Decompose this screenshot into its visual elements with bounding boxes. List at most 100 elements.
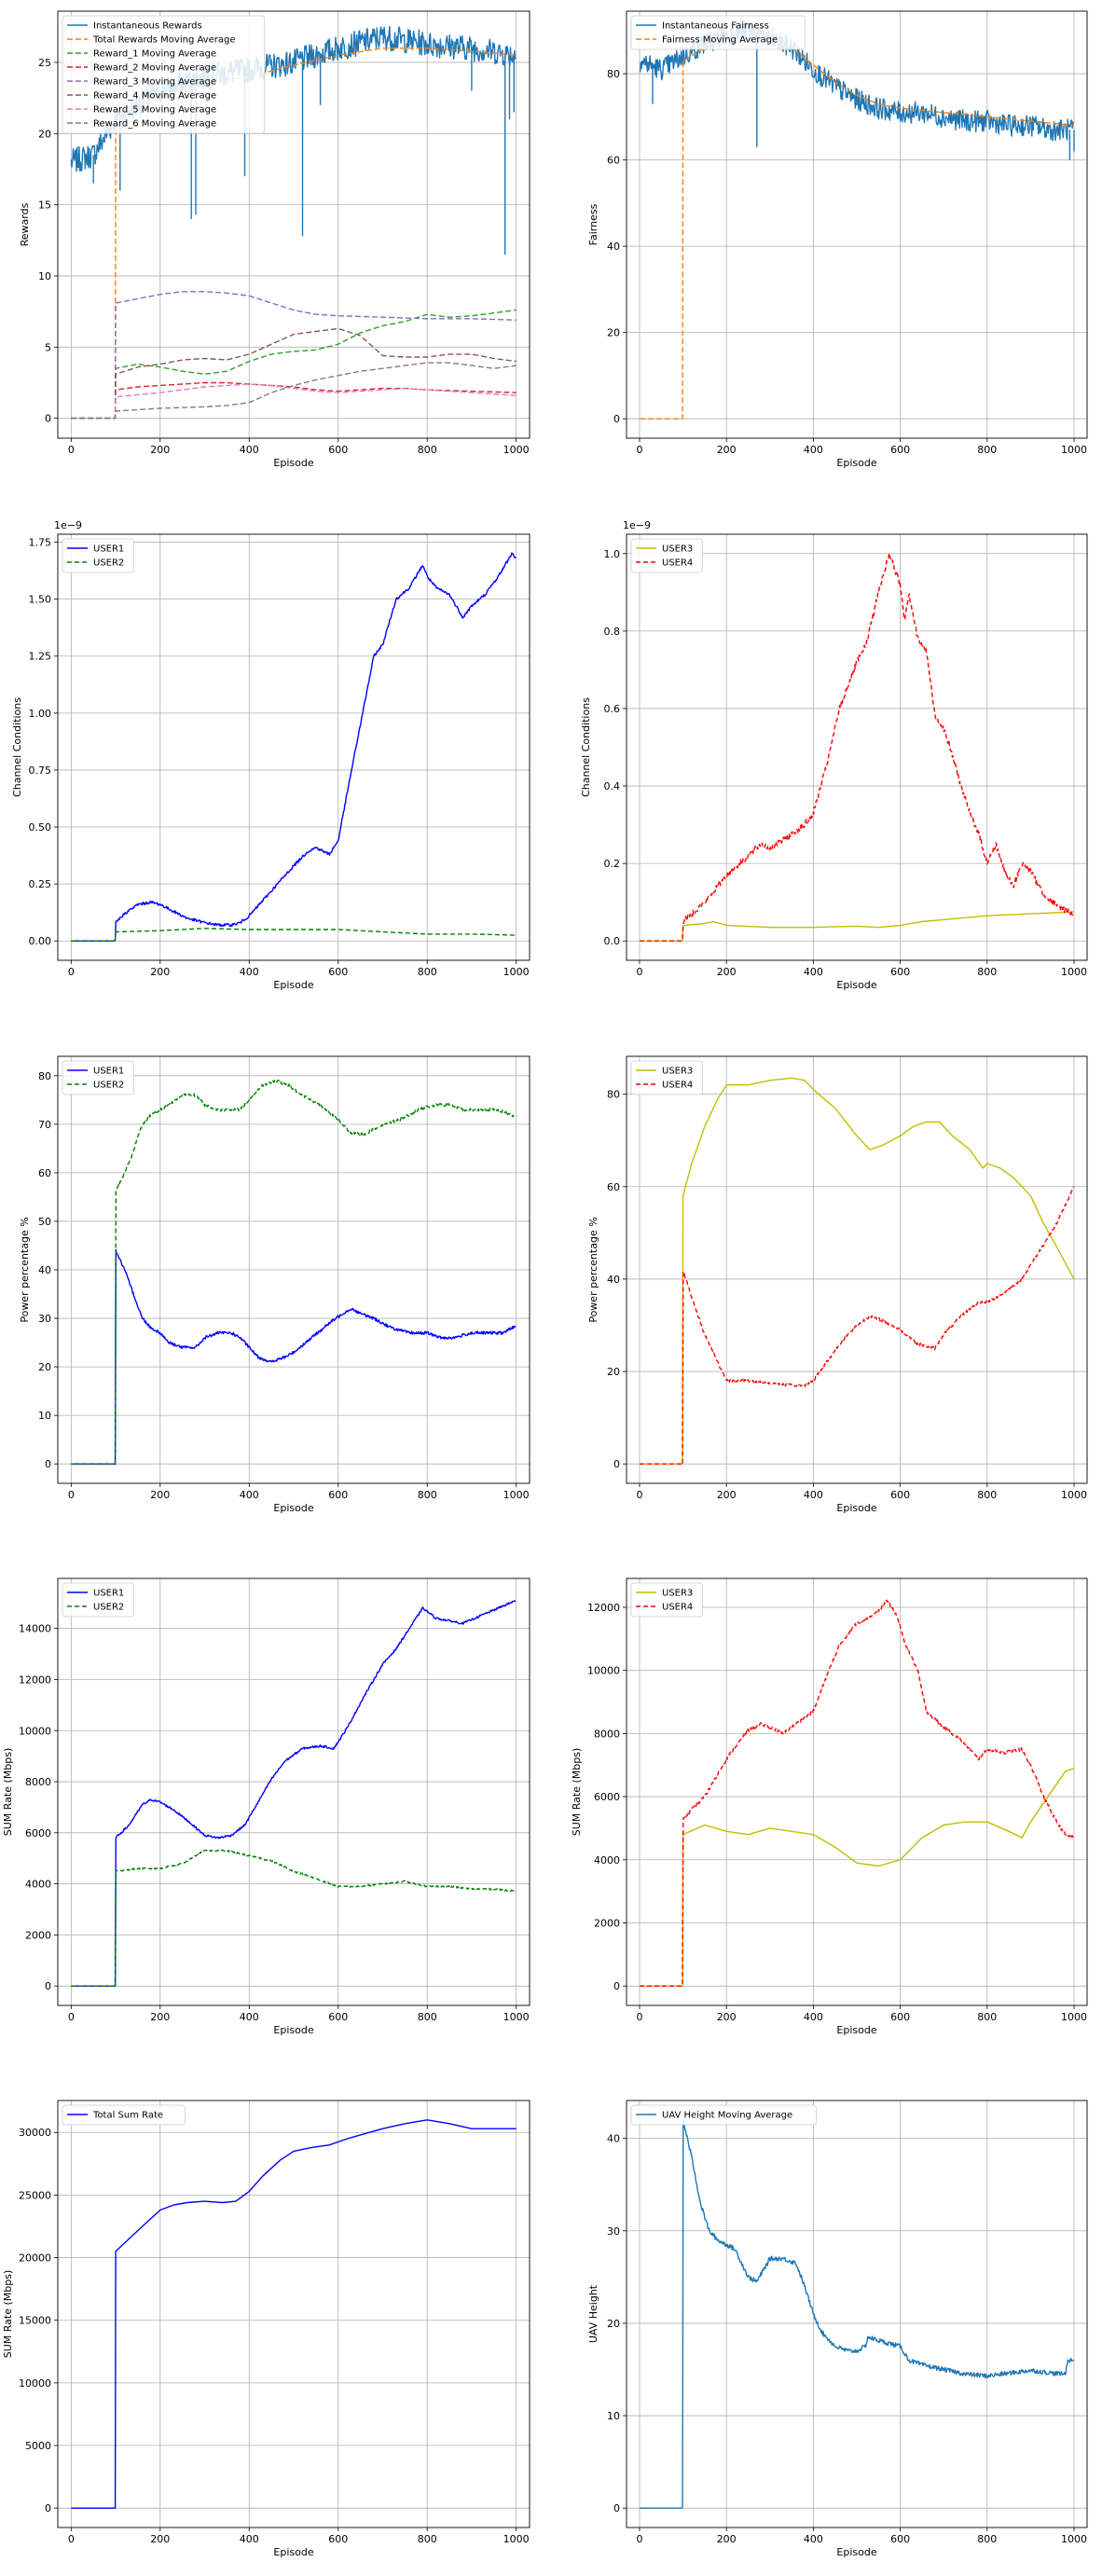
x-tick-label: 400: [804, 2011, 823, 2023]
x-tick-label: 200: [717, 1489, 737, 1501]
y-axis-label: SUM Rate (Mbps): [571, 1748, 583, 1837]
x-tick-label: 1000: [1061, 2011, 1087, 2023]
x-tick-label: 400: [240, 2011, 259, 2023]
x-tick-label: 0: [636, 444, 642, 456]
y-tick-label: 2000: [594, 1917, 620, 1929]
x-tick-label: 400: [240, 966, 259, 978]
legend-entry: USER1: [93, 1067, 124, 1077]
y-tick-label: 10: [38, 270, 51, 282]
y-tick-label: 0.8: [604, 626, 621, 638]
axes-frame: [626, 1577, 1088, 2006]
x-tick-label: 400: [804, 1489, 823, 1501]
x-tick-label: 600: [328, 966, 348, 978]
legend: USER1 USER2: [62, 538, 134, 573]
series-line-user3: [640, 1077, 1075, 1465]
series-line-user1: [71, 1248, 517, 1466]
x-tick-label: 400: [240, 1489, 259, 1501]
axes-frame: [57, 2100, 530, 2528]
y-tick-label: 12000: [19, 1674, 51, 1686]
legend-box: [630, 1582, 703, 1618]
x-tick-label: 400: [804, 444, 823, 456]
y-tick-label: 20: [38, 1361, 51, 1373]
legend-entry: Reward_1 Moving Average: [93, 49, 216, 60]
y-axis-label: Rewards: [19, 202, 31, 246]
y-tick-label: 40: [607, 2133, 620, 2145]
y-tick-label: 20000: [19, 2252, 51, 2265]
series-line-user4: [640, 1599, 1075, 1987]
y-tick-label: 1.50: [29, 594, 52, 606]
y-axis-label: SUM Rate (Mbps): [2, 1748, 14, 1837]
series-line-fairness-moving-average: [640, 34, 1075, 420]
y-tick-label: 4000: [594, 1854, 620, 1867]
legend-entry: Reward_4 Moving Average: [93, 91, 216, 102]
legend-entry: UAV Height Moving Average: [662, 2111, 792, 2121]
legend-box: [630, 2104, 817, 2126]
legend-entry: USER3: [662, 544, 693, 555]
y-tick-label: 20: [607, 1366, 620, 1378]
y-tick-label: 10000: [587, 1665, 620, 1677]
y-tick-label: 2000: [25, 1929, 51, 1941]
chart-panel-1: 0 200 400 600 800 1000 0 5 10 15 20 25 Episode Reward…: [19, 10, 530, 469]
legend-entry: Instantaneous Rewards: [93, 21, 202, 32]
x-tick-label: 200: [717, 444, 737, 456]
x-tick-label: 600: [890, 2533, 910, 2545]
x-tick-label: 800: [977, 1489, 997, 1501]
y-tick-label: 0.00: [29, 935, 52, 947]
y-tick-label: 15: [38, 200, 51, 212]
legend-entry: Total Sum Rate: [92, 2111, 163, 2121]
legend-box: [630, 1060, 703, 1095]
y-tick-label: 30: [38, 1313, 51, 1325]
y-tick-label: 1.25: [29, 651, 52, 663]
legend-entry: USER4: [662, 1081, 693, 1091]
y-tick-label: 60: [607, 155, 620, 167]
x-axis-label: Episode: [273, 2546, 313, 2558]
chart-panel-3: 0 200 400 600 800 1000 0.00 0.25 0.50 0.75 1.00 1.2…: [11, 519, 530, 991]
y-tick-label: 0.0: [604, 935, 621, 947]
legend-entry: USER2: [93, 1603, 124, 1613]
series-line-reward-1-moving-average: [71, 309, 517, 420]
y-tick-label: 10: [607, 2410, 620, 2422]
y-tick-label: 5000: [25, 2440, 51, 2452]
series-line-total-rewards-moving-average: [71, 48, 517, 420]
y-tick-label: 0: [613, 2502, 620, 2514]
y-tick-label: 0: [45, 1980, 51, 1992]
axes-frame: [626, 1055, 1088, 1484]
legend-box: [62, 15, 266, 134]
chart-panel-6: 0 200 400 600 800 1000 0 20 40 60 80 Episode Power p…: [587, 1055, 1088, 1514]
y-axis-label: Channel Conditions: [580, 697, 592, 797]
series-line-user3: [640, 1767, 1075, 1987]
x-axis-label: Episode: [273, 2024, 313, 2036]
legend-entry: USER3: [662, 1589, 693, 1599]
legend-entry: Fairness Moving Average: [662, 35, 778, 46]
x-tick-label: 800: [418, 444, 437, 456]
x-tick-label: 600: [328, 444, 348, 456]
x-tick-label: 800: [418, 2533, 437, 2545]
x-axis-label: Episode: [836, 2546, 876, 2558]
series-line-uav-height-moving-average: [640, 2119, 1074, 2509]
x-tick-label: 800: [977, 966, 997, 978]
x-tick-label: 1000: [503, 444, 530, 456]
axes-frame: [626, 533, 1088, 961]
series-line-user2: [71, 1079, 517, 1466]
x-tick-label: 0: [68, 2011, 75, 2023]
legend-entry: Reward_2 Moving Average: [93, 63, 216, 74]
x-tick-label: 0: [636, 1489, 642, 1501]
legend-box: [630, 15, 806, 50]
y-axis-label: SUM Rate (Mbps): [2, 2270, 14, 2359]
x-tick-label: 400: [240, 2533, 259, 2545]
x-tick-label: 400: [240, 444, 259, 456]
x-tick-label: 0: [636, 2533, 642, 2545]
x-tick-label: 0: [68, 444, 75, 456]
x-tick-label: 200: [150, 966, 170, 978]
legend-box: [62, 538, 134, 573]
y-tick-label: 0.50: [29, 821, 52, 833]
y-tick-label: 14000: [19, 1623, 51, 1635]
y-axis-label: Power percentage %: [587, 1217, 599, 1322]
legend-entry: USER4: [662, 1603, 693, 1613]
y-axis-label: Fairness: [587, 203, 599, 245]
legend-box: [630, 538, 703, 573]
y-tick-label: 0: [45, 1458, 51, 1470]
legend-entry: Reward_3 Moving Average: [93, 77, 216, 88]
legend-entry: USER3: [662, 1067, 693, 1077]
y-tick-label: 0.75: [29, 765, 52, 777]
